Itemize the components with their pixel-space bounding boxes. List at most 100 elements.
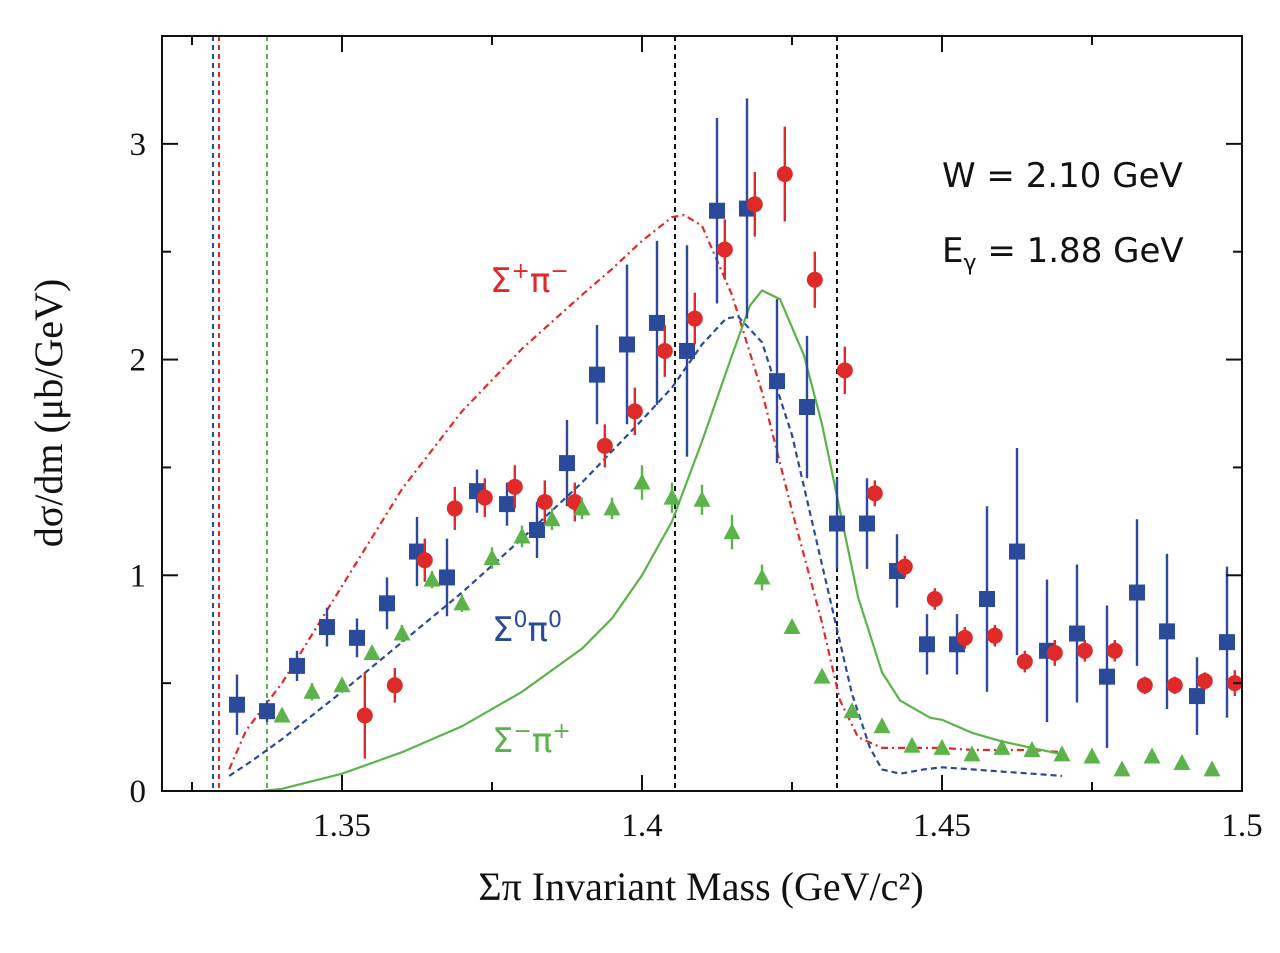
marker-square (319, 619, 335, 636)
data-point-s0-1 (259, 700, 275, 722)
marker-square (499, 496, 515, 513)
marker-square (1159, 623, 1175, 640)
x-tick-label: 1.45 (913, 808, 971, 844)
data-point-s1-17 (866, 480, 883, 507)
data-point-s2-4 (393, 624, 411, 643)
data-point-s2-27 (1083, 747, 1101, 764)
data-point-s2-9 (543, 508, 561, 530)
marker-circle (1076, 642, 1093, 659)
data-point-s2-15 (723, 514, 741, 550)
data-point-s1-28 (1196, 672, 1213, 690)
series-label-sigma-minus: Σ−π+ (492, 719, 571, 761)
data-point-s1-16 (836, 346, 853, 395)
marker-square (1069, 625, 1085, 642)
marker-circle (1016, 653, 1033, 670)
marker-square (859, 515, 875, 532)
marker-circle (1106, 642, 1123, 659)
marker-square (829, 515, 845, 532)
data-point-s1-24 (1076, 640, 1093, 662)
y-axis-title: dσ/dm (μb/GeV) (26, 279, 71, 548)
data-point-s1-21 (986, 624, 1003, 647)
data-point-s2-21 (903, 736, 921, 753)
marker-circle (716, 241, 733, 258)
marker-square (1129, 584, 1145, 601)
data-point-s2-11 (603, 497, 621, 520)
marker-square (919, 636, 935, 653)
data-point-s2-7 (483, 547, 501, 569)
marker-square (979, 591, 995, 608)
model-curve-1 (228, 315, 1063, 777)
marker-circle (926, 591, 943, 608)
annotation-egamma: Eγ = 1.88 GeV (942, 231, 1184, 276)
data-point-s1-25 (1106, 640, 1123, 662)
data-point-s2-17 (783, 618, 801, 635)
marker-triangle (1203, 760, 1221, 777)
marker-triangle (1053, 745, 1071, 762)
data-point-s2-29 (1143, 747, 1161, 764)
marker-circle (866, 485, 883, 502)
y-tick-label: 2 (130, 343, 147, 379)
marker-triangle (783, 618, 801, 635)
marker-triangle (363, 643, 381, 660)
marker-triangle (393, 624, 411, 641)
data-point-s0-29 (1099, 605, 1115, 748)
data-point-s0-11 (559, 419, 575, 507)
data-point-s1-12 (716, 219, 733, 280)
marker-square (1099, 668, 1115, 685)
data-point-s1-26 (1136, 676, 1153, 694)
data-point-s1-2 (416, 538, 433, 582)
data-point-s0-13 (619, 264, 635, 425)
data-point-s0-10 (529, 501, 545, 559)
data-point-s1-11 (686, 292, 703, 345)
marker-square (679, 342, 695, 359)
data-point-s0-20 (829, 478, 845, 569)
model-curve-2 (260, 289, 1063, 793)
data-point-s0-5 (379, 577, 395, 630)
data-point-s2-1 (303, 682, 321, 701)
marker-circle (956, 629, 973, 646)
series-label-sigma-zero: Σ0π0 (492, 608, 562, 650)
marker-square (289, 657, 305, 674)
data-point-s0-4 (349, 618, 365, 658)
data-point-s0-15 (679, 245, 695, 457)
data-point-s0-2 (289, 650, 305, 681)
marker-triangle (543, 510, 561, 527)
data-point-s0-26 (1009, 448, 1025, 656)
data-point-s1-27 (1166, 676, 1183, 694)
marker-triangle (573, 499, 591, 516)
marker-triangle (1143, 747, 1161, 764)
marker-circle (746, 196, 763, 213)
data-point-s1-20 (956, 627, 973, 649)
marker-circle (476, 489, 493, 506)
marker-triangle (333, 676, 351, 693)
marker-triangle (303, 682, 321, 699)
data-point-s0-0 (229, 674, 245, 735)
data-point-s1-19 (926, 588, 943, 610)
data-point-s1-9 (626, 387, 643, 436)
y-tick-label: 0 (130, 774, 147, 810)
marker-square (529, 521, 545, 538)
marker-circle (776, 166, 793, 183)
marker-square (1189, 688, 1205, 705)
data-point-s2-22 (933, 738, 951, 755)
marker-triangle (873, 717, 891, 734)
marker-triangle (993, 738, 1011, 755)
data-point-s2-28 (1113, 760, 1131, 777)
marker-circle (836, 362, 853, 379)
data-point-s2-12 (633, 465, 651, 500)
threshold-lines (212, 36, 838, 791)
data-point-s1-18 (896, 555, 913, 578)
data-point-s2-25 (1023, 741, 1041, 758)
data-point-s0-30 (1129, 519, 1145, 666)
marker-triangle (663, 488, 681, 505)
data-point-s0-14 (649, 240, 665, 405)
marker-triangle (693, 490, 711, 507)
x-axis-title: Σπ Invariant Mass (GeV/c²) (478, 864, 923, 909)
marker-square (229, 696, 245, 713)
axis-ticks: 1.35 1.4 1.45 1.5 0 1 2 3 (130, 35, 1263, 844)
marker-circle (506, 478, 523, 495)
data-point-s2-30 (1173, 753, 1191, 770)
data-point-s2-8 (513, 525, 531, 548)
marker-square (619, 336, 635, 353)
marker-circle (656, 342, 673, 359)
